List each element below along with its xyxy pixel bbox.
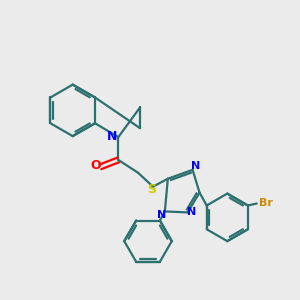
Text: O: O: [90, 159, 101, 172]
Text: Br: Br: [259, 199, 273, 208]
Text: N: N: [191, 161, 200, 171]
Text: N: N: [107, 130, 118, 142]
Text: N: N: [187, 207, 196, 218]
Text: N: N: [157, 210, 167, 220]
Text: S: S: [148, 183, 157, 196]
